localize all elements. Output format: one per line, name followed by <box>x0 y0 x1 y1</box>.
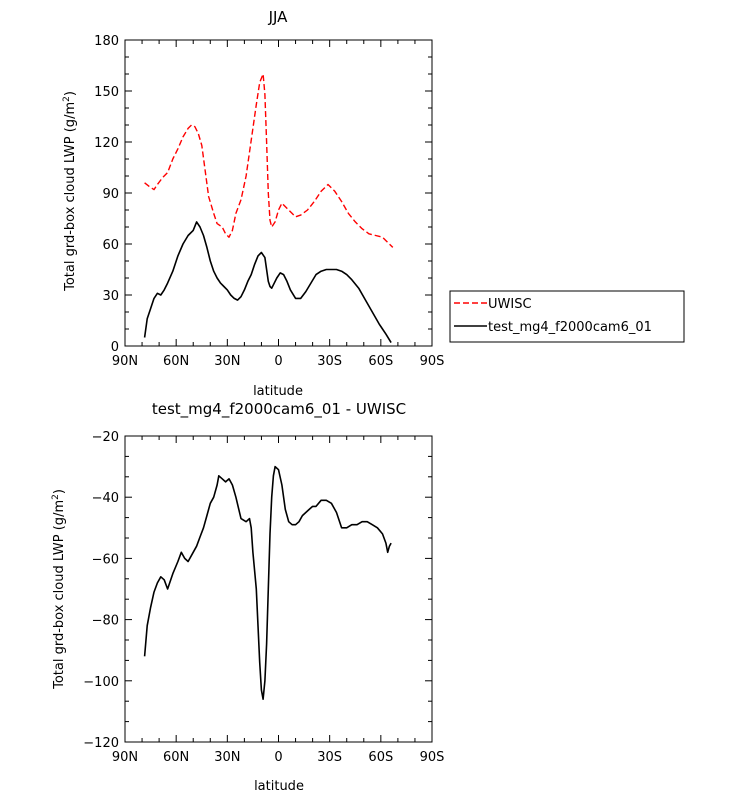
bottom-x-tick-label: 0 <box>274 750 282 765</box>
top-plot-area: 90N 60N 30N 0 30S 60S 90S 0 30 60 90 120 150 180 <box>94 34 444 369</box>
bottom-x-tick-label: 30N <box>214 750 240 765</box>
top-panel-title: JJA <box>268 8 289 26</box>
top-series-line-0 <box>144 73 394 248</box>
top-y-tick-label: 180 <box>94 34 119 49</box>
top-y-tick-label: 60 <box>102 238 119 253</box>
top-x-axis-label: latitude <box>253 384 303 399</box>
top-y-tick-label: 30 <box>102 289 119 304</box>
bottom-x-tick-label: 60S <box>368 750 393 765</box>
bottom-panel-title: test_mg4_f2000cam6_01 - UWISC <box>152 400 406 419</box>
top-y-tick-label: 0 <box>111 340 119 355</box>
bottom-y-tick-label: −80 <box>92 614 119 629</box>
top-series-line-1 <box>143 221 392 344</box>
bottom-y-tick-label: −20 <box>92 430 119 445</box>
top-x-tick-label: 30N <box>214 354 240 369</box>
top-y-tick-label: 120 <box>94 136 119 151</box>
top-x-tick-label: 60N <box>163 354 189 369</box>
top-panel: JJA 90N 60N 30N 0 30S 60S 90S0306090120150180 … <box>62 8 444 399</box>
bottom-x-tick-label: 90S <box>420 750 445 765</box>
top-y-axis-label-end: ) <box>63 91 78 96</box>
top-y-tick-label: 90 <box>102 187 119 202</box>
top-x-tick-label: 0 <box>274 354 282 369</box>
bottom-y-axis-label-main: Total grd-box cloud LWP (g/m <box>52 500 67 690</box>
bottom-y-tick-label: −100 <box>83 675 119 690</box>
bottom-y-axis-label-end: ) <box>52 489 67 494</box>
legend-label-uwisc: UWISC <box>488 297 532 312</box>
bottom-y-tick-label: −40 <box>92 491 119 506</box>
legend-label-test: test_mg4_f2000cam6_01 <box>488 320 652 335</box>
top-y-axis-label-main: Total grd-box cloud LWP (g/m <box>63 102 78 292</box>
top-plot-frame <box>124 39 433 347</box>
top-x-tick-label: 90S <box>420 354 445 369</box>
bottom-panel: test_mg4_f2000cam6_01 - UWISC 90N 60N 30N 0… <box>51 400 444 794</box>
bottom-y-tick-label: −60 <box>92 552 119 567</box>
legend-box <box>449 290 685 343</box>
bottom-x-tick-label: 90N <box>112 750 138 765</box>
legend: UWISC test_mg4_f2000cam6_01 <box>449 290 685 343</box>
bottom-x-axis-label: latitude <box>254 779 304 794</box>
top-x-tick-label: 60S <box>368 354 393 369</box>
bottom-series-line-0 <box>143 465 392 700</box>
bottom-plot-area: 90N 60N 30N 0 30S 60S 90S −120 −100 −80 −60 −40 −20 <box>83 430 444 765</box>
bottom-x-tick-label: 60N <box>163 750 189 765</box>
top-y-axis-label: Total grd-box cloud LWP (g/m2) <box>62 91 78 292</box>
bottom-y-axis-label-sup: 2 <box>51 494 61 500</box>
bottom-x-tick-label: 30S <box>317 750 342 765</box>
top-x-tick-label: 90N <box>112 354 138 369</box>
bottom-y-tick-label: −120 <box>83 736 119 751</box>
top-y-tick-label: 150 <box>94 85 119 100</box>
bottom-y-axis-label: Total grd-box cloud LWP (g/m2) <box>51 489 67 690</box>
bottom-plot-frame <box>124 435 433 743</box>
top-y-axis-label-sup: 2 <box>62 96 72 102</box>
top-x-tick-label: 30S <box>317 354 342 369</box>
